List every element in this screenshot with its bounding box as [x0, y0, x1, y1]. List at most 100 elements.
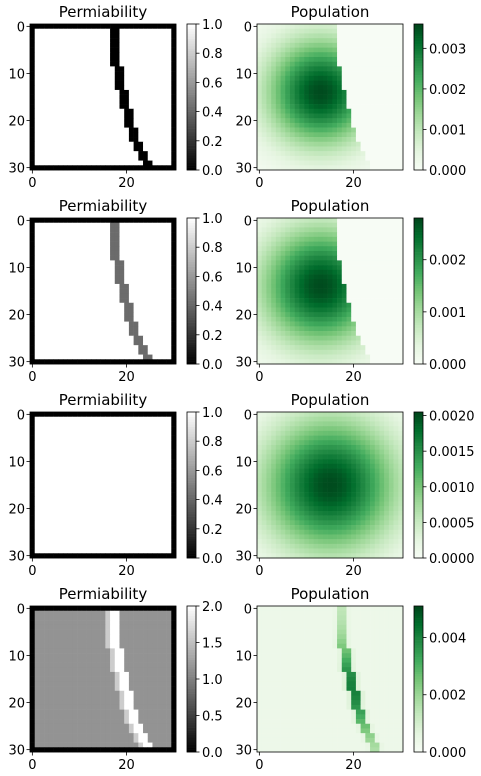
heatmap-cell: [271, 359, 277, 365]
heatmap-cell: [53, 449, 59, 455]
heatmap-cell: [257, 80, 263, 86]
heatmap-cell: [34, 307, 40, 313]
heatmap-cell: [166, 89, 172, 95]
heatmap-cell: [81, 108, 87, 114]
heatmap-cell: [322, 75, 328, 81]
heatmap-cell: [119, 24, 125, 30]
heatmap-cell: [318, 321, 324, 327]
heatmap-cell: [39, 331, 45, 337]
heatmap-cell: [110, 444, 116, 450]
heatmap-cell: [166, 293, 172, 299]
heatmap-cell: [100, 28, 106, 34]
heatmap-cell: [289, 349, 295, 355]
heatmap-cell: [157, 487, 163, 493]
heatmap-cell: [119, 492, 125, 498]
heatmap-cell: [128, 269, 134, 275]
heatmap-cell: [266, 137, 272, 143]
heatmap-cell: [360, 141, 366, 147]
heatmap-cell: [81, 283, 87, 289]
colorbar-segment: [414, 344, 423, 348]
heatmap-cell: [398, 151, 404, 157]
heatmap-cell: [280, 236, 286, 242]
heatmap-cell: [67, 52, 73, 58]
heatmap-cell: [370, 66, 376, 72]
colorbar-segment: [187, 288, 196, 292]
heatmap-cell: [133, 496, 139, 502]
heatmap-cell: [119, 118, 125, 124]
heatmap-cell: [327, 218, 333, 224]
heatmap-cell: [304, 246, 310, 252]
heatmap-cell: [285, 345, 291, 351]
heatmap-cell: [39, 288, 45, 294]
heatmap-cell: [143, 56, 149, 62]
colorbar-tick-label: 0.002: [429, 254, 466, 269]
heatmap-cell: [171, 104, 177, 110]
heatmap-cell: [289, 80, 295, 86]
heatmap-cell: [48, 47, 54, 53]
heatmap-cell: [166, 274, 172, 280]
heatmap-cell: [86, 279, 92, 285]
heatmap-cell: [147, 61, 153, 67]
heatmap-cell: [166, 473, 172, 479]
y-tick-label: 20: [8, 309, 25, 324]
heatmap-cell: [161, 279, 167, 285]
heatmap-cell: [374, 345, 380, 351]
heatmap-cell: [171, 279, 177, 285]
heatmap-cell: [166, 487, 172, 493]
heatmap-cell: [77, 118, 83, 124]
heatmap-cell: [332, 246, 338, 252]
heatmap-cell: [114, 56, 120, 62]
heatmap-cell: [34, 525, 40, 531]
heatmap-cell: [34, 122, 40, 128]
heatmap-cell: [285, 279, 291, 285]
heatmap-cell: [161, 56, 167, 62]
heatmap-cell: [143, 151, 149, 157]
heatmap-cell: [128, 335, 134, 341]
heatmap-cell: [124, 127, 130, 133]
heatmap-cell: [355, 288, 361, 294]
heatmap-cell: [370, 89, 376, 95]
heatmap-cell: [351, 321, 357, 327]
heatmap-cell: [327, 155, 333, 161]
heatmap-cell: [157, 265, 163, 271]
heatmap-cell: [327, 246, 333, 252]
heatmap-cell: [299, 274, 305, 280]
colorbar-segment: [414, 43, 423, 47]
colorbar-segment: [414, 128, 423, 132]
colorbar-segment: [414, 104, 423, 108]
heatmap-cell: [124, 71, 130, 77]
heatmap-cell: [161, 232, 167, 238]
heatmap-cell: [124, 232, 130, 238]
heatmap-cell: [58, 435, 64, 441]
heatmap-cell: [337, 137, 343, 143]
heatmap-cell: [147, 227, 153, 233]
heatmap-cell: [289, 250, 295, 256]
heatmap-cell: [147, 501, 153, 507]
heatmap-cell: [86, 354, 92, 360]
heatmap-cell: [261, 260, 267, 266]
heatmap-cell: [62, 232, 68, 238]
heatmap-cell: [157, 274, 163, 280]
heatmap-cell: [44, 24, 50, 30]
heatmap-cell: [143, 340, 149, 346]
heatmap-cell: [379, 236, 385, 242]
heatmap-cell: [133, 260, 139, 266]
heatmap-cell: [138, 335, 144, 341]
colorbar-segment: [187, 114, 196, 117]
heatmap-cell: [105, 122, 111, 128]
heatmap-cell: [351, 312, 357, 318]
heatmap-cell: [58, 468, 64, 474]
heatmap-cell: [355, 316, 361, 322]
heatmap-cell: [152, 56, 158, 62]
heatmap-cell: [91, 118, 97, 124]
heatmap-cell: [86, 52, 92, 58]
heatmap-cell: [327, 326, 333, 332]
heatmap-cell: [374, 354, 380, 360]
heatmap-cell: [72, 118, 78, 124]
heatmap-cell: [152, 288, 158, 294]
heatmap-cell: [110, 160, 116, 166]
heatmap-cell: [128, 75, 134, 81]
heatmap-cell: [72, 75, 78, 81]
heatmap-cell: [53, 89, 59, 95]
heatmap-cell: [280, 274, 286, 280]
